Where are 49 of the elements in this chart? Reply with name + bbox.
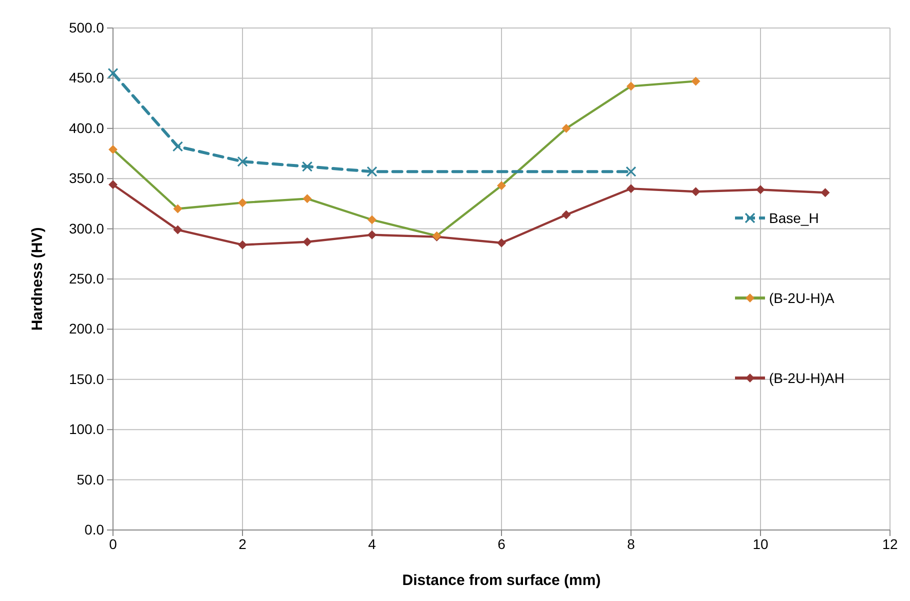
point <box>108 144 118 154</box>
point <box>173 225 182 234</box>
y-tick-label: 350.0 <box>68 170 104 186</box>
x-tick-label: 8 <box>627 536 636 552</box>
legend-label: (B-2U-H)AH <box>769 370 844 386</box>
point <box>562 210 571 220</box>
x-tick-label: 0 <box>109 536 118 552</box>
x-tick-label: 6 <box>498 536 506 552</box>
legend-label: Base_H <box>769 210 819 226</box>
x-tick-label: 4 <box>368 536 376 552</box>
x-tick-label: 10 <box>752 536 768 552</box>
point <box>691 187 700 196</box>
y-tick-label: 0.0 <box>84 521 104 538</box>
point <box>108 68 118 78</box>
point <box>626 166 636 177</box>
x-axis-title: Distance from surface (mm) <box>402 572 601 589</box>
point <box>497 238 506 248</box>
point <box>691 76 700 86</box>
point <box>302 237 312 246</box>
y-tick-label: 250.0 <box>68 270 104 286</box>
legend-label: (B-2U-H)A <box>769 290 835 306</box>
point <box>368 215 376 224</box>
point <box>302 194 312 204</box>
point <box>238 240 247 250</box>
y-tick-label: 300.0 <box>68 220 104 236</box>
point <box>173 204 182 214</box>
y-tick-label: 400.0 <box>68 120 104 136</box>
y-axis-title: Hardness (HV) <box>29 227 46 331</box>
point <box>108 180 118 190</box>
y-tick-label: 200.0 <box>68 320 104 337</box>
point <box>626 184 636 194</box>
y-tick-label: 500.0 <box>68 19 104 36</box>
point <box>366 166 378 177</box>
point <box>756 185 765 194</box>
x-tick-label: 2 <box>238 536 247 552</box>
y-tick-label: 50.0 <box>76 471 104 488</box>
x-tick-label: 12 <box>882 536 898 552</box>
point <box>562 124 571 133</box>
y-tick-label: 100.0 <box>68 421 104 438</box>
point <box>626 82 636 91</box>
y-tick-label: 150.0 <box>68 370 104 387</box>
y-tick-label: 450.0 <box>68 70 104 86</box>
point <box>237 156 248 167</box>
point <box>172 141 184 152</box>
point <box>368 230 376 240</box>
point <box>497 181 506 190</box>
point <box>820 188 830 198</box>
point <box>238 198 247 208</box>
point <box>302 161 313 172</box>
